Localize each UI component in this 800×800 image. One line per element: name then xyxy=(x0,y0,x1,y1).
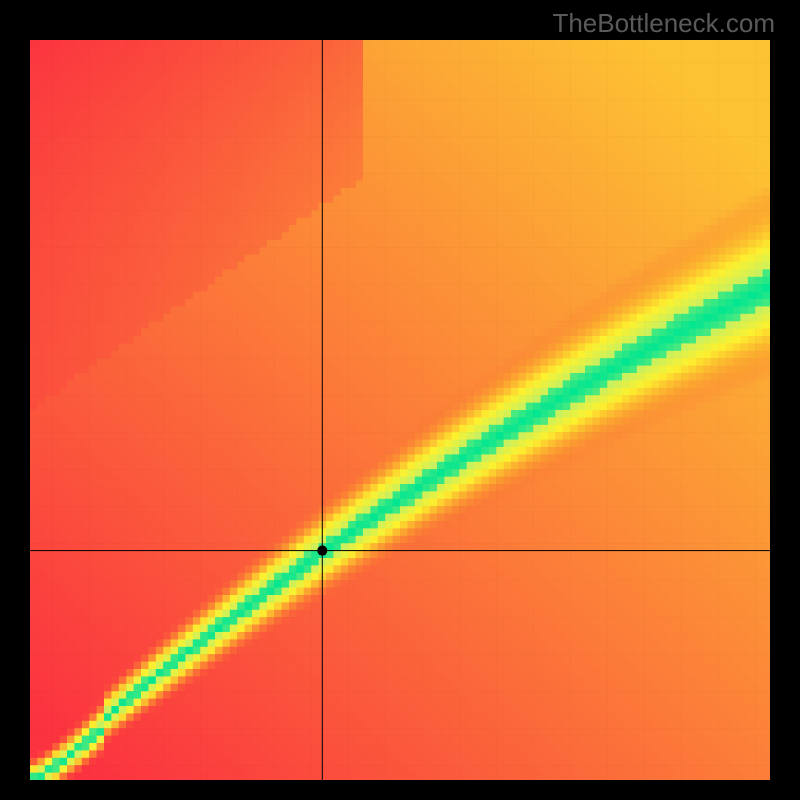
watermark-text: TheBottleneck.com xyxy=(552,8,775,39)
canvas-wrap xyxy=(30,40,770,780)
heatmap-canvas xyxy=(30,40,770,780)
chart-container: TheBottleneck.com xyxy=(0,0,800,800)
plot-area xyxy=(30,40,770,780)
